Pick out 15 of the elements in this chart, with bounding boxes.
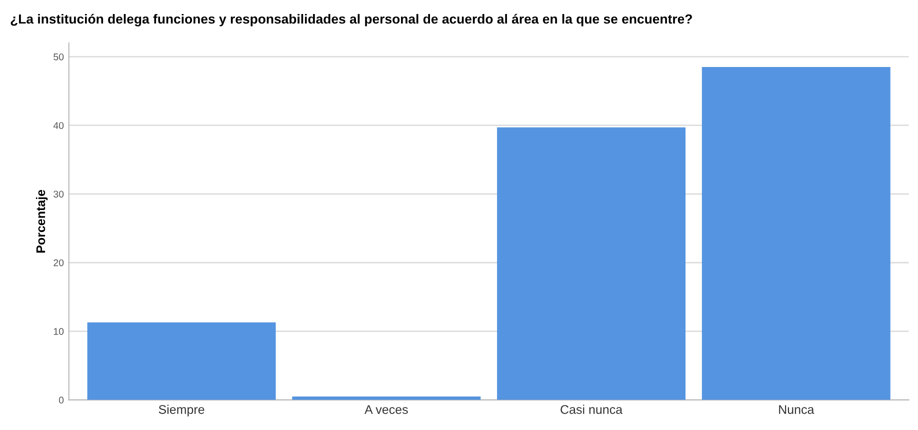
y-tick-label: 30 <box>54 190 64 198</box>
y-tick-label: 50 <box>54 53 64 60</box>
y-tick-label: 0 <box>58 396 64 404</box>
y-tick-label: 20 <box>54 259 64 266</box>
bar <box>87 322 276 400</box>
bar <box>497 127 686 400</box>
x-tick-label: Casi nunca <box>560 404 623 414</box>
chart-title: ¿La institución delega funciones y responsabilidades al personal de acuerdo al área en la que se encuentre? <box>10 14 692 26</box>
y-axis-title: Porcentaje <box>36 190 48 253</box>
x-tick-label: A veces <box>364 405 408 414</box>
bar <box>702 67 890 400</box>
y-tick-label: 40 <box>53 122 64 129</box>
x-tick-label: Nunca <box>779 405 814 414</box>
y-tick-label: 10 <box>54 328 64 335</box>
x-tick-label: Siempre <box>158 404 204 416</box>
